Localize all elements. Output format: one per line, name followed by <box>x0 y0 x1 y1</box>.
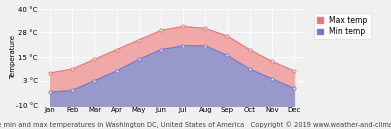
Y-axis label: Temperature: Temperature <box>10 35 16 79</box>
Point <box>69 68 75 70</box>
Point <box>202 45 208 47</box>
Point <box>113 70 120 72</box>
Point <box>91 58 98 60</box>
Point <box>246 68 253 70</box>
Point <box>136 58 142 60</box>
Point <box>224 35 231 37</box>
Point <box>224 54 231 57</box>
Point <box>269 78 275 80</box>
Point <box>113 49 120 51</box>
Point <box>269 60 275 62</box>
Point <box>158 29 164 31</box>
Point <box>180 45 186 47</box>
Legend: Max temp, Min temp: Max temp, Min temp <box>314 13 371 39</box>
Point <box>47 91 53 93</box>
Point <box>91 80 98 82</box>
Point <box>136 39 142 41</box>
Point <box>246 49 253 51</box>
Point <box>291 87 297 89</box>
Point <box>47 72 53 74</box>
Point <box>291 70 297 72</box>
Text: Average min and max temperatures in Washington DC, United States of America   Co: Average min and max temperatures in Wash… <box>0 121 391 128</box>
Point <box>69 89 75 91</box>
Point <box>158 49 164 51</box>
Point <box>180 25 186 27</box>
Point <box>202 27 208 29</box>
